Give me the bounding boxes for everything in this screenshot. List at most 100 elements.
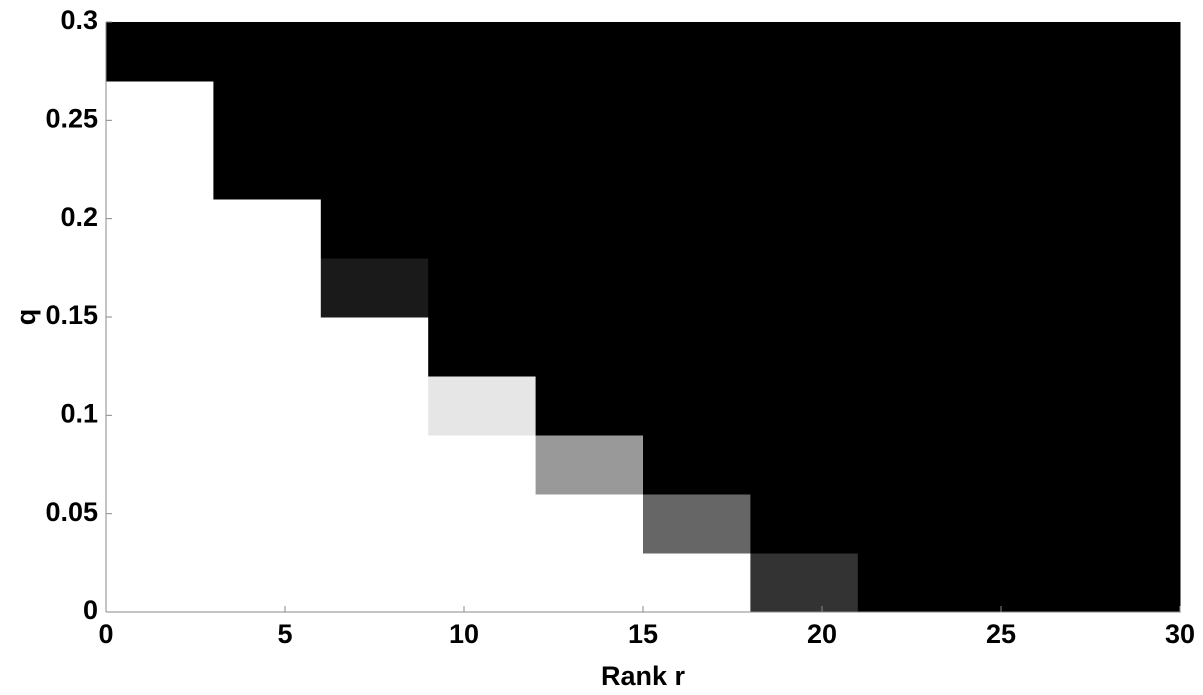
- heatmap-cell: [106, 494, 214, 554]
- heatmap-cell: [428, 317, 537, 377]
- heatmap-cell: [320, 258, 429, 318]
- heatmap-cell: [857, 22, 966, 82]
- y-axis-label: q: [11, 309, 41, 326]
- y-tick-label: 0: [83, 595, 98, 625]
- heatmap-cell: [643, 435, 751, 495]
- heatmap-cell: [643, 140, 751, 200]
- x-tick-label: 30: [1165, 619, 1195, 649]
- y-tick-label: 0.1: [60, 398, 98, 428]
- heatmap-cell: [1072, 81, 1181, 141]
- heatmap-cell: [535, 317, 644, 377]
- heatmap-cell: [320, 376, 429, 436]
- heatmap-cell: [106, 435, 214, 495]
- heatmap-cell: [320, 317, 429, 377]
- heatmap-cell: [750, 435, 859, 495]
- heatmap-cell: [750, 81, 859, 141]
- heatmap-cell: [965, 376, 1074, 436]
- heatmap-cell: [643, 81, 751, 141]
- heatmap-cell: [965, 81, 1074, 141]
- heatmap-cell: [643, 553, 751, 613]
- heatmap-cell: [965, 317, 1074, 377]
- heatmap-cell: [750, 494, 859, 554]
- heatmap-cell: [857, 199, 966, 259]
- heatmap-cell: [857, 317, 966, 377]
- heatmap-cell: [1072, 376, 1181, 436]
- heatmap-cell: [965, 22, 1074, 82]
- heatmap-cell: [750, 22, 859, 82]
- heatmap-cell: [213, 435, 322, 495]
- heatmap-cell: [428, 435, 537, 495]
- heatmap-cell: [106, 199, 214, 259]
- heatmap-cell: [106, 22, 214, 82]
- heatmap-cell: [1072, 199, 1181, 259]
- x-tick-label: 20: [807, 619, 837, 649]
- heatmap-cell: [857, 494, 966, 554]
- x-tick-label: 0: [98, 619, 113, 649]
- heatmap-cell: [320, 140, 429, 200]
- x-tick-label: 5: [277, 619, 292, 649]
- heatmap-cell: [1072, 22, 1181, 82]
- heatmap-cell: [535, 22, 644, 82]
- heatmap-cell: [965, 494, 1074, 554]
- heatmap-cell: [535, 494, 644, 554]
- heatmap-cell: [1072, 435, 1181, 495]
- heatmap-cell: [750, 140, 859, 200]
- heatmap-cell: [535, 435, 644, 495]
- heatmap-cell: [320, 553, 429, 613]
- x-tick-label: 15: [628, 619, 658, 649]
- heatmap-cell: [750, 317, 859, 377]
- heatmap-cell: [643, 317, 751, 377]
- heatmap-cell: [965, 199, 1074, 259]
- heatmap-cell: [857, 553, 966, 613]
- heatmap-cell: [857, 435, 966, 495]
- heatmap-cell: [535, 553, 644, 613]
- heatmap-cell: [750, 376, 859, 436]
- heatmap-cell: [965, 435, 1074, 495]
- heatmap-cell: [1072, 494, 1181, 554]
- heatmap-cell: [213, 553, 322, 613]
- heatmap-cell: [535, 258, 644, 318]
- heatmap-cell: [428, 22, 537, 82]
- heatmap-cell: [428, 258, 537, 318]
- heatmap-cell: [106, 317, 214, 377]
- heatmap-cell: [857, 81, 966, 141]
- heatmap-cell: [213, 494, 322, 554]
- heatmap-cell: [750, 553, 859, 613]
- heatmap-cell: [643, 22, 751, 82]
- heatmap-cell: [213, 22, 322, 82]
- heatmap-cell: [428, 494, 537, 554]
- heatmap-cell: [1072, 258, 1181, 318]
- heatmap-cell: [857, 140, 966, 200]
- heatmap-cell: [643, 494, 751, 554]
- heatmap-cell: [428, 81, 537, 141]
- x-tick-label: 10: [449, 619, 479, 649]
- y-tick-label: 0.2: [60, 202, 98, 232]
- heatmap-cell: [428, 199, 537, 259]
- heatmap-cell: [213, 199, 322, 259]
- x-tick-label: 25: [986, 619, 1016, 649]
- heatmap-cell: [857, 376, 966, 436]
- heatmap-cell: [857, 258, 966, 318]
- heatmap-cell: [106, 258, 214, 318]
- heatmap-cell: [213, 258, 322, 318]
- heatmap-cell: [1072, 317, 1181, 377]
- y-tick-label: 0.15: [45, 300, 98, 330]
- heatmap-cell: [750, 258, 859, 318]
- heatmap-cell: [320, 199, 429, 259]
- heatmap-cell: [320, 22, 429, 82]
- heatmap-cell: [965, 258, 1074, 318]
- y-tick-label: 0.05: [45, 497, 98, 527]
- heatmap-cell: [320, 494, 429, 554]
- heatmap-cell: [535, 81, 644, 141]
- heatmap-cell: [535, 376, 644, 436]
- heatmap-cell: [428, 140, 537, 200]
- heatmap-cell: [213, 140, 322, 200]
- heatmap-cell: [643, 258, 751, 318]
- y-tick-label: 0.25: [45, 103, 98, 133]
- heatmap-cell: [643, 199, 751, 259]
- heatmap-cell: [213, 317, 322, 377]
- x-axis-label: Rank r: [601, 661, 686, 691]
- heatmap-cell: [320, 81, 429, 141]
- heatmap-cell: [428, 553, 537, 613]
